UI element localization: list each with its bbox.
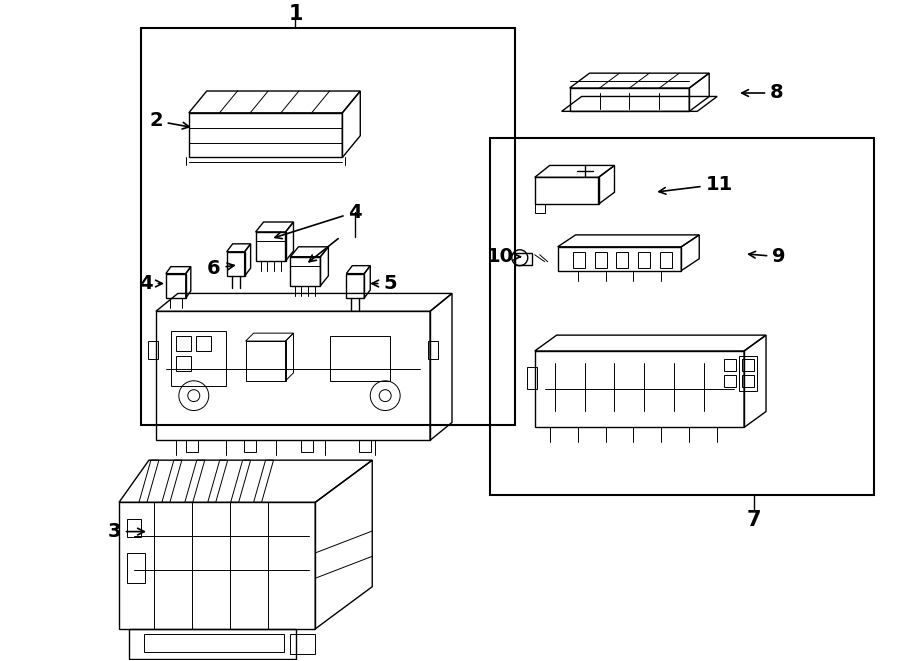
Bar bbox=[638, 252, 651, 268]
Bar bbox=[176, 336, 191, 351]
Text: 9: 9 bbox=[749, 247, 786, 266]
Bar bbox=[176, 356, 191, 371]
Bar bbox=[526, 368, 536, 389]
Bar bbox=[185, 440, 198, 452]
Bar bbox=[428, 341, 438, 359]
Bar bbox=[661, 252, 672, 268]
Text: 3: 3 bbox=[107, 522, 144, 541]
Bar bbox=[171, 331, 226, 386]
Bar bbox=[246, 341, 285, 381]
Bar bbox=[127, 519, 141, 537]
Bar bbox=[739, 356, 757, 391]
Bar bbox=[302, 440, 313, 452]
Text: 7: 7 bbox=[747, 510, 761, 529]
Bar bbox=[742, 375, 754, 387]
Text: 8: 8 bbox=[742, 83, 784, 102]
Bar bbox=[572, 252, 585, 268]
Text: 4: 4 bbox=[140, 274, 162, 293]
Bar bbox=[490, 137, 874, 495]
Text: 4: 4 bbox=[275, 202, 362, 239]
Bar bbox=[595, 252, 607, 268]
Text: 1: 1 bbox=[288, 3, 302, 24]
Text: 11: 11 bbox=[659, 175, 733, 194]
Bar bbox=[148, 341, 157, 359]
Bar bbox=[330, 336, 391, 381]
Text: 6: 6 bbox=[207, 259, 234, 278]
Bar bbox=[724, 359, 736, 371]
Text: 10: 10 bbox=[486, 247, 520, 266]
Bar bbox=[127, 553, 145, 583]
Bar bbox=[144, 634, 284, 652]
Bar bbox=[742, 359, 754, 371]
Bar bbox=[141, 28, 515, 426]
Bar bbox=[359, 440, 371, 452]
Bar bbox=[244, 440, 256, 452]
Bar bbox=[724, 375, 736, 387]
Text: 2: 2 bbox=[149, 111, 189, 130]
Bar bbox=[616, 252, 628, 268]
Bar bbox=[196, 336, 211, 351]
Text: 5: 5 bbox=[372, 274, 397, 293]
